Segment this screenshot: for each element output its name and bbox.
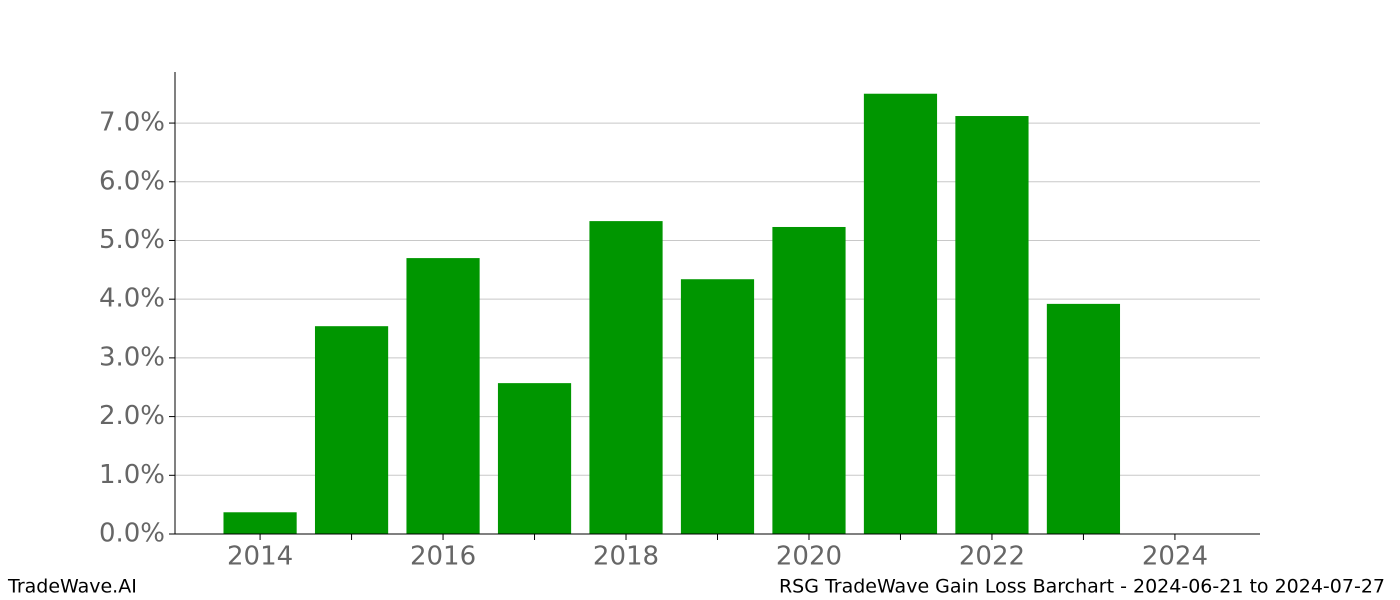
y-tick-label: 3.0% <box>99 342 165 372</box>
bar <box>589 221 663 534</box>
y-tick-label: 7.0% <box>99 108 165 138</box>
y-tick-label: 4.0% <box>99 284 165 314</box>
chart-title: RSG TradeWave Gain Loss Barchart - 2024-… <box>779 576 1385 598</box>
bar <box>1046 303 1121 534</box>
y-tick-label: 0.0% <box>99 519 165 549</box>
bar <box>223 512 297 534</box>
bar <box>497 383 572 534</box>
x-tick-label: 2022 <box>959 542 1025 572</box>
x-tick-label: 2018 <box>593 542 659 572</box>
bar <box>772 226 846 534</box>
bar <box>955 116 1029 534</box>
bar <box>680 279 755 534</box>
x-tick-label: 2014 <box>227 542 293 572</box>
y-tick-label: 5.0% <box>99 225 165 255</box>
watermark: TradeWave.AI <box>7 576 137 598</box>
bar <box>863 93 938 534</box>
x-tick-label: 2016 <box>410 542 476 572</box>
bar <box>406 258 480 534</box>
x-tick-label: 2024 <box>1142 542 1208 572</box>
y-tick-label: 1.0% <box>99 460 165 490</box>
x-tick-label: 2020 <box>776 542 842 572</box>
y-tick-label: 2.0% <box>99 401 165 431</box>
y-tick-label: 6.0% <box>99 166 165 196</box>
bar <box>314 326 389 534</box>
